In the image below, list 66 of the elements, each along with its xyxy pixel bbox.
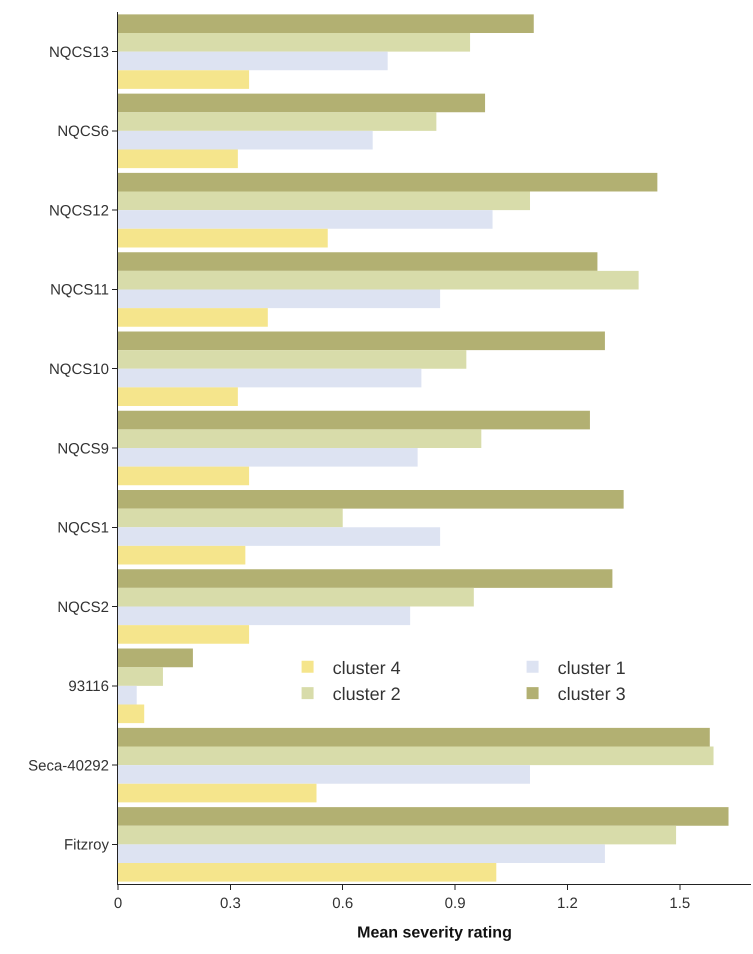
bar — [118, 210, 493, 229]
x-tick-label: 0.9 — [444, 895, 466, 912]
x-tick-label: 0.6 — [332, 895, 354, 912]
bar — [118, 490, 624, 509]
bar — [118, 807, 729, 826]
bar — [118, 527, 440, 546]
x-tick-label: 0.3 — [220, 895, 241, 912]
y-tick-label: NQCS2 — [57, 598, 109, 616]
x-tick-label: 0 — [114, 895, 122, 912]
bar — [118, 728, 710, 746]
legend-label: cluster 2 — [332, 684, 401, 704]
y-tick-label: NQCS11 — [50, 282, 109, 299]
bar — [118, 844, 605, 863]
bar — [118, 33, 470, 52]
bar — [118, 508, 343, 528]
legend-label: cluster 4 — [332, 658, 401, 678]
bar — [118, 308, 268, 327]
bar — [118, 686, 137, 704]
legend-label: cluster 1 — [558, 658, 626, 678]
bar — [118, 429, 482, 448]
y-tick-label: NQCS9 — [57, 440, 109, 458]
legend-label: cluster 3 — [558, 684, 626, 704]
bar — [118, 52, 388, 70]
bar — [118, 862, 496, 882]
bar — [118, 70, 250, 89]
bar — [118, 289, 440, 308]
bar — [118, 150, 238, 168]
bar — [118, 172, 658, 192]
bar — [118, 784, 317, 802]
x-tick-label: 1.5 — [669, 895, 690, 912]
bar — [118, 228, 328, 248]
bar — [118, 14, 534, 34]
bar — [118, 746, 714, 766]
bar — [118, 387, 238, 406]
bar — [118, 625, 250, 644]
bar — [118, 350, 466, 369]
bar — [118, 569, 612, 588]
y-tick-label: Fitzroy — [64, 836, 110, 854]
y-tick-label: NQCS10 — [48, 360, 109, 378]
bar — [118, 94, 486, 112]
bar — [118, 648, 193, 668]
bar — [118, 704, 144, 724]
y-tick-label: NQCS1 — [57, 520, 109, 537]
x-axis-title: Mean severity rating — [357, 924, 512, 942]
bar — [118, 448, 418, 467]
bar — [118, 466, 250, 486]
x-tick-label: 1.2 — [557, 895, 578, 912]
bar — [118, 270, 639, 290]
bar — [118, 546, 246, 565]
y-tick-label: Seca-40292 — [28, 757, 109, 774]
bar — [118, 826, 676, 844]
bar — [118, 112, 436, 131]
bar — [118, 368, 422, 388]
bar — [118, 410, 590, 430]
y-tick-label: NQCS12 — [48, 202, 109, 220]
bar — [118, 130, 373, 150]
y-tick-label: 93116 — [68, 678, 109, 696]
bar — [118, 192, 530, 210]
bar — [118, 765, 530, 784]
bar — [118, 667, 163, 686]
bar — [118, 588, 474, 607]
bar — [118, 606, 410, 626]
bar — [118, 252, 598, 271]
y-tick-label: NQCS13 — [48, 44, 109, 61]
y-tick-label: NQCS6 — [57, 123, 109, 140]
bar — [118, 331, 605, 350]
